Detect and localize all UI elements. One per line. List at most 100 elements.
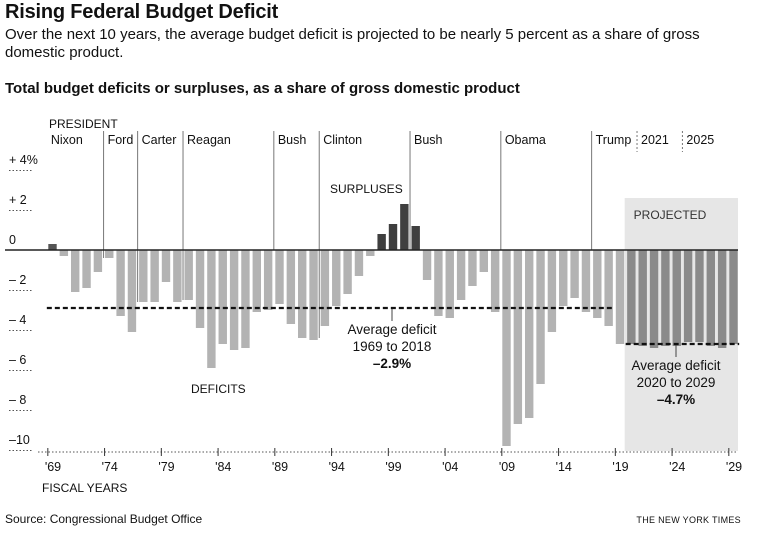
bar	[445, 250, 454, 318]
president-label: Trump	[596, 133, 632, 147]
y-tick-label: – 8	[9, 393, 26, 407]
bar	[275, 250, 284, 304]
x-tick-label: '24	[669, 460, 685, 474]
president-label: Bush	[414, 133, 443, 147]
bar	[93, 250, 103, 272]
y-tick-label: 0	[9, 233, 16, 247]
average-label-value: –2.9%	[373, 356, 411, 371]
bar	[525, 250, 534, 418]
y-tick-label: – 2	[9, 273, 26, 287]
bar	[195, 250, 205, 328]
deficits-label: DEFICITS	[191, 382, 246, 396]
bar	[683, 250, 693, 342]
bar	[59, 250, 69, 256]
x-tick-label: '94	[329, 460, 345, 474]
page-subtitle: Over the next 10 years, the average budg…	[5, 26, 700, 61]
president-label: Reagan	[187, 133, 231, 147]
bar	[570, 250, 579, 298]
x-tick-label: '79	[158, 460, 174, 474]
bar	[241, 250, 250, 348]
bar	[388, 224, 398, 250]
x-tick-label: '14	[556, 460, 572, 474]
projected-label: PROJECTED	[634, 208, 707, 222]
president-label: 2021	[641, 133, 669, 147]
x-tick-label: '89	[272, 460, 288, 474]
bar	[581, 250, 591, 312]
bar	[332, 250, 341, 306]
x-tick-label: '74	[102, 460, 118, 474]
average-label-value: –4.7%	[657, 392, 695, 407]
bar	[456, 250, 466, 300]
x-tick-label: '29	[726, 460, 742, 474]
y-tick-label: + 4%	[9, 153, 38, 167]
bar	[309, 250, 318, 340]
bar	[252, 250, 261, 312]
bar	[695, 250, 704, 342]
bar	[320, 250, 330, 326]
x-tick-label: '99	[385, 460, 401, 474]
surpluses-label: SURPLUSES	[330, 182, 403, 196]
bar	[139, 250, 148, 302]
bar	[263, 250, 273, 310]
bar	[127, 250, 137, 332]
bar	[547, 250, 557, 332]
bar	[434, 250, 443, 316]
average-label-range: 2020 to 2029	[637, 375, 716, 390]
bar	[161, 250, 171, 282]
bar	[354, 250, 364, 276]
bar	[298, 250, 307, 338]
bar	[502, 250, 511, 446]
president-label: Obama	[505, 133, 546, 147]
bar	[615, 250, 625, 344]
y-tick-label: – 4	[9, 313, 26, 327]
bar	[184, 250, 193, 300]
bar	[422, 250, 432, 280]
president-label: Clinton	[323, 133, 362, 147]
bar	[48, 244, 57, 250]
bar	[173, 250, 182, 302]
bar	[638, 250, 647, 346]
average-label-range: 1969 to 2018	[353, 339, 432, 354]
average-label-title: Average deficit	[347, 322, 436, 337]
bar	[490, 250, 500, 312]
x-tick-label: '69	[45, 460, 61, 474]
president-label: Bush	[278, 133, 307, 147]
bar	[377, 234, 386, 250]
bar	[672, 250, 681, 346]
president-label: 2025	[686, 133, 714, 147]
bar	[105, 250, 114, 258]
bar	[82, 250, 91, 288]
bar	[71, 250, 80, 292]
bar	[627, 250, 636, 344]
y-tick-label: + 2	[9, 193, 27, 207]
president-label: Carter	[142, 133, 177, 147]
y-tick-label: –10	[9, 433, 30, 447]
bar	[729, 250, 738, 344]
bar	[513, 250, 523, 424]
average-label-title: Average deficit	[631, 358, 720, 373]
bar	[400, 204, 409, 250]
bar	[536, 250, 545, 384]
bar	[116, 250, 125, 316]
bar	[661, 250, 670, 346]
x-tick-label: '09	[499, 460, 515, 474]
bar	[649, 250, 659, 348]
x-axis-title: FISCAL YEARS	[42, 481, 127, 495]
publisher-credit: THE NEW YORK TIMES	[636, 515, 741, 525]
president-label: Ford	[108, 133, 134, 147]
bar	[717, 250, 727, 348]
x-tick-label: '04	[442, 460, 458, 474]
chart-title: Total budget deficits or surpluses, as a…	[5, 80, 520, 97]
bar	[479, 250, 488, 272]
bar	[604, 250, 613, 326]
source-note: Source: Congressional Budget Office	[5, 512, 203, 526]
bar	[706, 250, 715, 346]
page-title: Rising Federal Budget Deficit	[5, 1, 279, 23]
president-heading: PRESIDENT	[49, 117, 118, 131]
bar	[593, 250, 602, 318]
bar	[343, 250, 352, 294]
bar	[286, 250, 296, 324]
y-tick-label: – 6	[9, 353, 26, 367]
bar	[411, 226, 420, 250]
